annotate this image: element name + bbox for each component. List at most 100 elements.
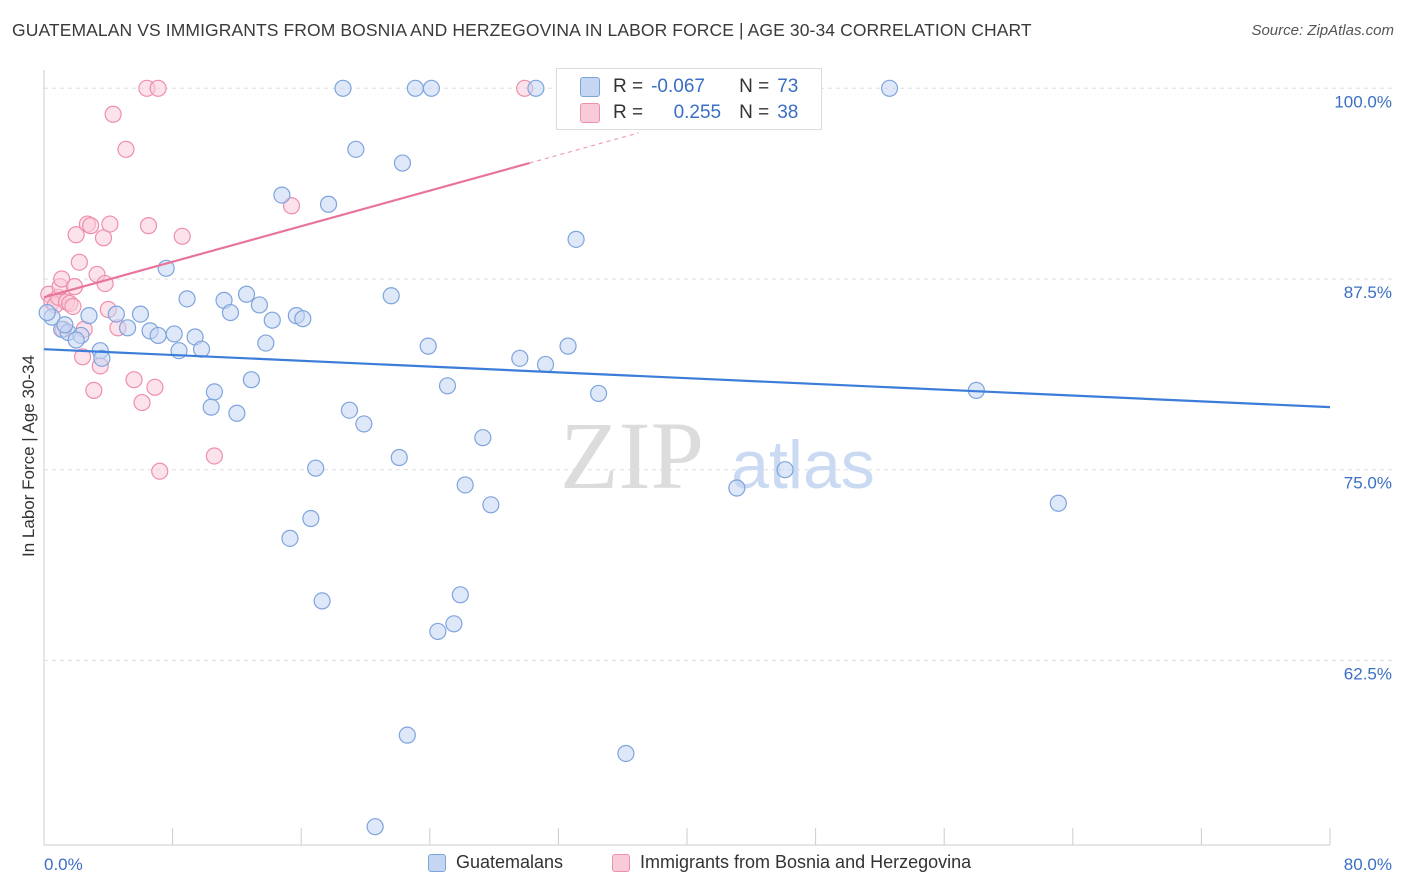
bosnia-point [149, 79, 167, 97]
guatemalan-point [178, 290, 196, 308]
guatemalan-point [237, 285, 256, 303]
stats-r-value: -0.067 [651, 76, 705, 97]
tick-labels: 100.0% 87.5% 75.0% 62.5% 0.0% 80.0% [44, 92, 1392, 874]
guatemalan-point [205, 383, 223, 401]
guatemalan-point [559, 337, 577, 355]
guatemalan-point [107, 305, 125, 323]
stats-r-label: R = [613, 76, 644, 97]
bosnia-point [94, 229, 113, 247]
guatemalan-point [294, 310, 312, 328]
guatemalan-point [355, 415, 373, 433]
guatemalan-point [38, 303, 56, 322]
legend-label-bosnia: Immigrants from Bosnia and Herzegovina [640, 852, 972, 872]
y-tick-label: 62.5% [1344, 664, 1392, 683]
bosnia-point [133, 393, 151, 412]
stats-row-guatemalans: R = -0.067 N = 73 [580, 74, 799, 100]
guatemalan-point [474, 429, 492, 447]
legend-item-guatemalans[interactable]: Guatemalans [428, 852, 563, 873]
guatemalan-point [536, 355, 555, 374]
bosnia-point [139, 217, 158, 235]
guatemalan-point [250, 296, 269, 314]
guatemalan-point [80, 307, 98, 325]
guatemalan-point [192, 340, 211, 358]
legend-swatch-pink [612, 853, 630, 872]
guatemalan-point [438, 377, 457, 395]
bosnia-point [117, 140, 135, 158]
bosnia-point [82, 217, 100, 235]
stats-swatch-blue [580, 77, 600, 97]
y-tick-label: 100.0% [1334, 92, 1392, 111]
bosnia-point [53, 270, 71, 288]
x-tick-label: 80.0% [1344, 855, 1392, 874]
guatemalan-point [445, 615, 463, 633]
guatemalan-point [93, 349, 111, 367]
bosnia-point [146, 378, 164, 396]
bosnia-point [70, 253, 88, 271]
guatemalan-point [302, 509, 320, 528]
stats-box: R = -0.067 N = 73 R = 0.255 N = 38 [556, 68, 822, 130]
guatemalan-point [382, 287, 400, 305]
legend-label-guatemalans: Guatemalans [456, 852, 564, 872]
series-bosnia-points [40, 79, 534, 480]
legend: Guatemalans Immigrants from Bosnia and H… [0, 852, 1406, 878]
bosnia-point [73, 348, 92, 366]
stats-n-value: 38 [777, 102, 799, 123]
bosnia-point [125, 371, 143, 389]
stats-n-label: N = [739, 76, 770, 97]
guatemalan-point [131, 305, 150, 323]
trendline-guatemalans [43, 348, 1331, 409]
axes [43, 70, 1331, 846]
guatemalan-point [419, 337, 437, 355]
bosnia-point [67, 226, 85, 244]
guatemalan-point [567, 230, 585, 248]
bosnia-point [173, 227, 191, 245]
guatemalan-point [429, 622, 447, 641]
bosnia-point [104, 105, 122, 123]
watermark-zip: ZIP [560, 402, 704, 509]
stats-r-value: 0.255 [673, 102, 722, 123]
guatemalan-point [393, 154, 412, 172]
chart-title: GUATEMALAN VS IMMIGRANTS FROM BOSNIA AND… [12, 20, 1032, 40]
stats-n-value: 73 [777, 76, 799, 97]
bosnia-point [151, 462, 169, 480]
guatemalan-point [340, 401, 359, 419]
y-tick-label: 75.0% [1344, 474, 1392, 493]
guatemalan-point [527, 79, 545, 97]
series-guatemalans-points [38, 79, 1067, 836]
bosnia-point [64, 297, 82, 316]
guatemalan-point [511, 349, 529, 367]
guatemalan-point [228, 404, 246, 422]
guatemalan-point [482, 496, 500, 514]
guatemalan-point [56, 316, 74, 334]
trendline-bosnia [43, 162, 530, 299]
bosnia-point [85, 381, 103, 399]
trendlines [43, 132, 1331, 409]
watermark-atlas: atlas [731, 427, 875, 503]
guatemalan-point [406, 79, 424, 97]
y-tick-label: 87.5% [1344, 283, 1392, 302]
guatemalan-point [165, 325, 183, 343]
guatemalan-point [347, 140, 365, 158]
trendline-bosnia-extension [529, 132, 639, 164]
guatemalan-point [728, 479, 746, 497]
guatemalan-point [257, 334, 275, 352]
guatemalan-point [281, 529, 299, 547]
legend-swatch-blue [428, 853, 446, 872]
guatemalan-point [880, 79, 899, 97]
bosnia-point [205, 447, 223, 465]
stats-r-label: R = [613, 102, 644, 123]
legend-item-bosnia[interactable]: Immigrants from Bosnia and Herzegovina [612, 852, 971, 873]
bosnia-point [101, 215, 119, 233]
guatemalan-point [366, 818, 384, 836]
guatemalan-point [273, 186, 291, 204]
guatemalan-point [390, 448, 408, 467]
x-tick-label: 0.0% [44, 855, 83, 874]
guatemalan-point [456, 476, 474, 494]
guatemalan-point [67, 331, 85, 349]
guatemalan-point [118, 319, 137, 337]
guatemalan-point [617, 744, 635, 763]
source-label: Source: ZipAtlas.com [1251, 22, 1394, 39]
guatemalan-point [242, 371, 260, 389]
watermark: ZIP atlas [560, 402, 875, 509]
